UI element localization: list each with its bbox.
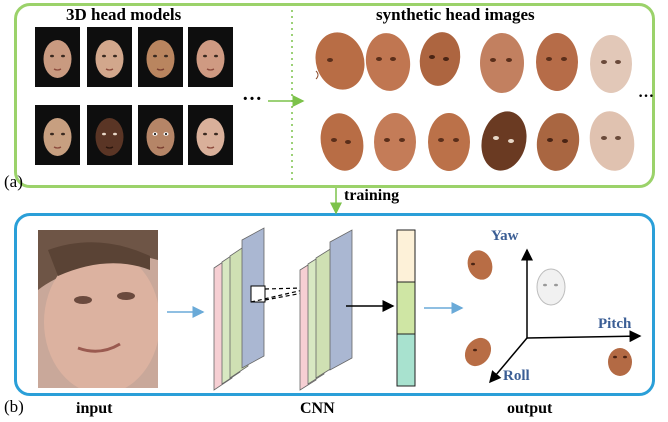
head-models-title: 3D head models bbox=[66, 5, 182, 24]
synthetic-head-image bbox=[536, 33, 578, 91]
panel-b-frame bbox=[14, 213, 655, 396]
head-model-thumbnail bbox=[188, 105, 233, 165]
head-model-thumbnail bbox=[138, 105, 183, 165]
head-model-thumbnail bbox=[138, 27, 183, 87]
cnn-label: CNN bbox=[300, 400, 335, 417]
synthetic-head-image bbox=[320, 113, 364, 171]
dashed-connection bbox=[264, 292, 304, 301]
roll-head-sample bbox=[464, 337, 492, 367]
roll-axis-label: Roll bbox=[503, 368, 530, 384]
dashed-connection bbox=[250, 289, 304, 303]
yaw-axis-label: Yaw bbox=[491, 228, 519, 244]
cnn-layer-block-2 bbox=[299, 229, 353, 391]
synthetic-images-title: synthetic head images bbox=[376, 5, 535, 24]
panel-a-label: (a) bbox=[4, 172, 23, 191]
more-models-ellipsis: … bbox=[242, 83, 262, 105]
synthetic-head-image bbox=[315, 32, 365, 90]
head-model-thumbnail bbox=[35, 105, 80, 165]
head-model-thumbnail bbox=[87, 105, 132, 165]
synthetic-head-image bbox=[419, 32, 461, 86]
reference-head bbox=[536, 268, 566, 306]
synthetic-head-image bbox=[374, 113, 416, 171]
vector-segment bbox=[396, 229, 416, 283]
dashed-connection bbox=[264, 287, 304, 290]
roll-axis bbox=[489, 337, 528, 384]
head-model-thumbnail bbox=[188, 27, 233, 87]
synthetic-head-image bbox=[536, 113, 580, 171]
pitch-axis bbox=[526, 330, 642, 343]
pitch-head-sample bbox=[608, 348, 632, 376]
output-label: output bbox=[507, 400, 553, 417]
cnn-layer-block-1 bbox=[213, 227, 265, 391]
training-label: training bbox=[344, 187, 400, 204]
synthetic-head-image bbox=[590, 35, 632, 93]
input-label: input bbox=[76, 400, 113, 417]
head-model-thumbnail bbox=[35, 27, 80, 87]
vector-segment bbox=[396, 281, 416, 335]
head-model-thumbnail bbox=[87, 27, 132, 87]
synthetic-head-image bbox=[480, 33, 524, 93]
more-images-ellipsis: … bbox=[638, 84, 654, 101]
yaw-head-sample bbox=[467, 250, 493, 280]
vector-segment bbox=[396, 333, 416, 387]
input-face-image bbox=[38, 230, 158, 388]
pitch-axis-label: Pitch bbox=[598, 316, 632, 332]
synthetic-head-image bbox=[589, 111, 635, 171]
synthetic-head-image bbox=[365, 33, 411, 91]
synthetic-head-image bbox=[428, 113, 470, 171]
panel-a-frame bbox=[14, 3, 655, 188]
output-feature-vector bbox=[396, 229, 416, 387]
receptive-field-patch bbox=[250, 285, 266, 303]
panel-b-label: (b) bbox=[4, 397, 24, 416]
synthetic-head-image bbox=[481, 111, 527, 171]
